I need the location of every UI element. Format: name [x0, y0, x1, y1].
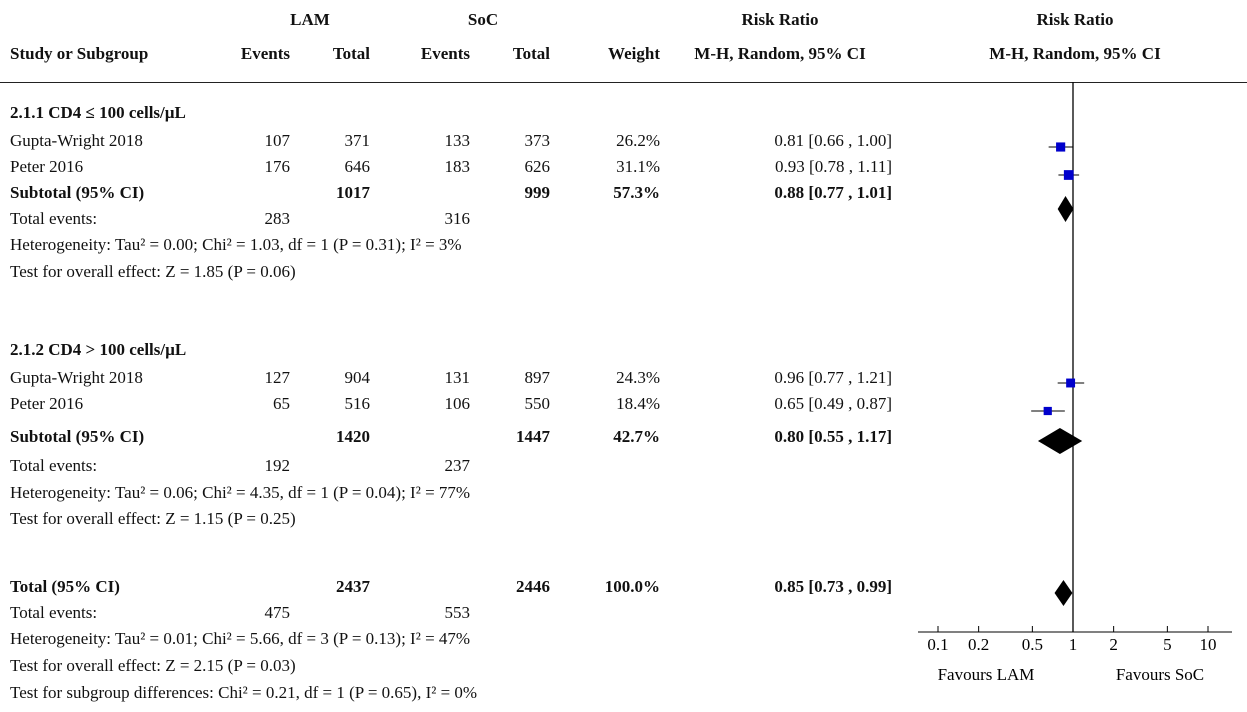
study-ci: 0.81 [0.66 , 1.00] [774, 131, 892, 150]
x-tick-label: 5 [1163, 635, 1172, 654]
subtotal-ci: 0.88 [0.77 , 1.01] [774, 183, 892, 202]
group1-header: LAM [290, 10, 330, 29]
subtotal-total2: 999 [524, 183, 551, 202]
pooled-diamond [1037, 428, 1083, 454]
total-events2: 316 [444, 209, 471, 228]
total1-header: Total [332, 44, 370, 63]
study-column-header: Study or Subgroup [10, 44, 149, 63]
x-tick-label: 0.1 [927, 635, 948, 654]
overall-ci: 0.85 [0.73 , 0.99] [774, 577, 892, 596]
plot-method-header: M-H, Random, 95% CI [989, 44, 1161, 63]
favours-right-label: Favours SoC [1116, 665, 1204, 684]
study-events2: 131 [444, 368, 471, 387]
study-ci: 0.65 [0.49 , 0.87] [774, 394, 892, 413]
subtotal-total1: 1420 [336, 427, 370, 446]
effect-header: Risk Ratio [741, 10, 819, 29]
total-events-label: Total events: [10, 603, 98, 622]
study-weight: 24.3% [616, 368, 660, 387]
subgroup-difference-text: Test for subgroup differences: Chi² = 0.… [10, 683, 478, 702]
total-events-label: Total events: [10, 209, 98, 228]
study-events2: 133 [444, 131, 471, 150]
study-total1: 516 [344, 394, 371, 413]
group2-header: SoC [467, 10, 499, 29]
total-events-label: Total events: [10, 456, 98, 475]
x-tick-label: 0.5 [1022, 635, 1043, 654]
study-total2: 373 [524, 131, 551, 150]
header-rule [0, 82, 1247, 83]
study-total1: 904 [344, 368, 371, 387]
study-weight: 31.1% [616, 157, 660, 176]
heterogeneity-text: Heterogeneity: Tau² = 0.00; Chi² = 1.03,… [10, 235, 462, 254]
method-header: M-H, Random, 95% CI [694, 44, 866, 63]
study-total2: 626 [524, 157, 551, 176]
study-name: Gupta-Wright 2018 [10, 131, 143, 150]
x-tick-label: 2 [1109, 635, 1118, 654]
total-events1: 475 [264, 603, 291, 622]
study-events2: 106 [444, 394, 471, 413]
subtotal-total1: 1017 [336, 183, 370, 202]
total2-header: Total [512, 44, 550, 63]
overall-effect-text: Test for overall effect: Z = 1.85 (P = 0… [10, 262, 296, 281]
study-total2: 897 [524, 368, 551, 387]
study-ci: 0.93 [0.78 , 1.11] [775, 157, 892, 176]
study-weight: 18.4% [616, 394, 660, 413]
overall-effect-text: Test for overall effect: Z = 1.15 (P = 0… [10, 509, 296, 528]
study-name: Peter 2016 [10, 157, 84, 176]
overall-total2: 2446 [516, 577, 550, 596]
plot-header: Risk Ratio [1036, 10, 1114, 29]
overall-total-label: Total (95% CI) [10, 577, 120, 596]
events2-header: Events [420, 44, 470, 63]
x-tick-label: 1 [1069, 635, 1078, 654]
study-events1: 65 [273, 394, 290, 413]
heterogeneity-text: Heterogeneity: Tau² = 0.06; Chi² = 4.35,… [10, 483, 471, 502]
subtotal-label: Subtotal (95% CI) [10, 183, 145, 202]
favours-left-label: Favours LAM [938, 665, 1035, 684]
subtotal-label: Subtotal (95% CI) [10, 427, 145, 446]
study-point [1056, 142, 1066, 152]
study-events1: 107 [264, 131, 291, 150]
study-point [1063, 170, 1074, 180]
subgroup-title: 2.1.2 CD4 > 100 cells/µL [10, 340, 187, 359]
x-tick-label: 10 [1200, 635, 1217, 654]
pooled-diamond [1054, 580, 1073, 606]
subtotal-ci: 0.80 [0.55 , 1.17] [774, 427, 892, 446]
total-events1: 192 [264, 456, 291, 475]
weight-header: Weight [608, 44, 660, 63]
total-events2: 237 [444, 456, 471, 475]
subtotal-weight: 42.7% [613, 427, 660, 446]
subtotal-total2: 1447 [516, 427, 550, 446]
study-total1: 646 [344, 157, 371, 176]
study-total1: 371 [344, 131, 371, 150]
pooled-diamond [1057, 196, 1074, 222]
study-events1: 127 [264, 368, 291, 387]
study-point [1043, 406, 1052, 416]
overall-total1: 2437 [336, 577, 370, 596]
subtotal-weight: 57.3% [613, 183, 660, 202]
heterogeneity-text: Heterogeneity: Tau² = 0.01; Chi² = 5.66,… [10, 629, 471, 648]
study-weight: 26.2% [616, 131, 660, 150]
overall-effect-text: Test for overall effect: Z = 2.15 (P = 0… [10, 656, 296, 675]
total-events1: 283 [264, 209, 291, 228]
study-total2: 550 [524, 394, 551, 413]
study-name: Gupta-Wright 2018 [10, 368, 143, 387]
study-events2: 183 [444, 157, 471, 176]
study-point [1066, 378, 1076, 388]
study-events1: 176 [264, 157, 291, 176]
x-tick-label: 0.2 [968, 635, 989, 654]
study-name: Peter 2016 [10, 394, 84, 413]
overall-weight: 100.0% [604, 577, 660, 596]
subgroup-title: 2.1.1 CD4 ≤ 100 cells/µL [10, 103, 186, 122]
events1-header: Events [240, 44, 290, 63]
study-ci: 0.96 [0.77 , 1.21] [774, 368, 892, 387]
total-events2: 553 [444, 603, 471, 622]
